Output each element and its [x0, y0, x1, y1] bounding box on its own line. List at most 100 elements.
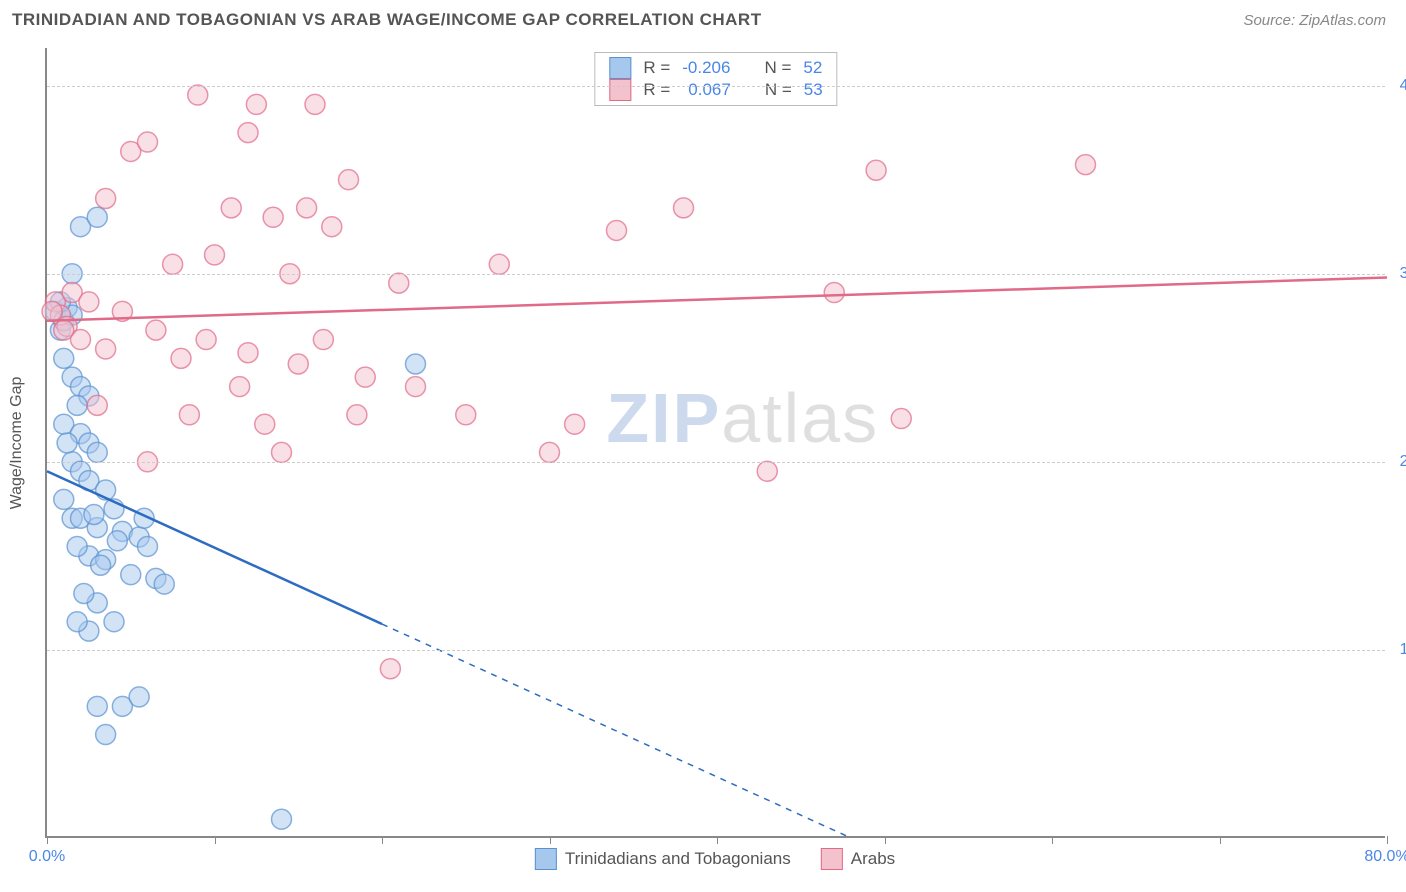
data-point	[74, 583, 94, 603]
data-point	[238, 123, 258, 143]
data-point	[146, 320, 166, 340]
data-point	[104, 612, 124, 632]
legend-row-pink: R = 0.067 N = 53	[609, 79, 822, 101]
r-label: R =	[643, 58, 670, 78]
y-axis-label: Wage/Income Gap	[8, 377, 26, 510]
legend-row-blue: R = -0.206 N = 52	[609, 57, 822, 79]
gridline-h	[47, 462, 1385, 463]
n-label: N =	[765, 80, 792, 100]
data-point	[67, 395, 87, 415]
xtick	[885, 836, 886, 844]
data-point	[221, 198, 241, 218]
series-label-blue: Trinidadians and Tobagonians	[565, 849, 791, 869]
data-point	[87, 395, 107, 415]
xtick	[717, 836, 718, 844]
data-point	[272, 809, 292, 829]
data-point	[866, 160, 886, 180]
data-point	[84, 504, 104, 524]
data-point	[154, 574, 174, 594]
data-point	[456, 405, 476, 425]
data-point	[272, 442, 292, 462]
trend-line-dashed	[382, 624, 851, 838]
data-point	[263, 207, 283, 227]
data-point	[54, 320, 74, 340]
data-point	[205, 245, 225, 265]
data-point	[87, 207, 107, 227]
data-point	[54, 348, 74, 368]
r-value-pink: 0.067	[688, 80, 731, 100]
data-point	[313, 330, 333, 350]
data-point	[79, 292, 99, 312]
data-point	[305, 94, 325, 114]
n-label: N =	[764, 58, 791, 78]
data-point	[96, 339, 116, 359]
data-point	[238, 343, 258, 363]
gridline-h	[47, 86, 1385, 87]
plot-area: ZIPatlas R = -0.206 N = 52 R = 0.067 N =…	[45, 48, 1385, 838]
data-point	[540, 442, 560, 462]
swatch-blue	[609, 57, 631, 79]
data-point	[339, 170, 359, 190]
data-point	[322, 217, 342, 237]
plot-svg	[47, 48, 1385, 836]
data-point	[288, 354, 308, 374]
data-point	[57, 433, 77, 453]
data-point	[67, 536, 87, 556]
xtick-label: 0.0%	[29, 848, 65, 866]
xtick	[382, 836, 383, 844]
data-point	[406, 354, 426, 374]
data-point	[230, 377, 250, 397]
data-point	[757, 461, 777, 481]
ytick-label: 30.0%	[1390, 265, 1406, 283]
data-point	[355, 367, 375, 387]
xtick	[550, 836, 551, 844]
trend-line-solid	[47, 277, 1387, 320]
data-point	[246, 94, 266, 114]
data-point	[607, 220, 627, 240]
xtick	[1387, 836, 1388, 844]
data-point	[91, 555, 111, 575]
xtick	[1220, 836, 1221, 844]
data-point	[96, 188, 116, 208]
xtick	[215, 836, 216, 844]
data-point	[674, 198, 694, 218]
source-label: Source: ZipAtlas.com	[1243, 12, 1386, 29]
r-value-blue: -0.206	[682, 58, 730, 78]
legend-item-pink: Arabs	[821, 848, 895, 870]
swatch-pink	[821, 848, 843, 870]
chart-title: TRINIDADIAN AND TOBAGONIAN VS ARAB WAGE/…	[12, 10, 762, 30]
data-point	[196, 330, 216, 350]
xtick	[1052, 836, 1053, 844]
data-point	[96, 725, 116, 745]
data-point	[389, 273, 409, 293]
ytick-label: 20.0%	[1390, 453, 1406, 471]
gridline-h	[47, 650, 1385, 651]
data-point	[87, 696, 107, 716]
data-point	[121, 565, 141, 585]
data-point	[1076, 155, 1096, 175]
data-point	[129, 687, 149, 707]
data-point	[42, 301, 62, 321]
legend-series: Trinidadians and Tobagonians Arabs	[535, 848, 895, 870]
swatch-blue	[535, 848, 557, 870]
xtick-label: 80.0%	[1364, 848, 1406, 866]
data-point	[54, 489, 74, 509]
data-point	[138, 132, 158, 152]
ytick-label: 40.0%	[1390, 77, 1406, 95]
legend-correlation: R = -0.206 N = 52 R = 0.067 N = 53	[594, 52, 837, 106]
swatch-pink	[609, 79, 631, 101]
data-point	[179, 405, 199, 425]
data-point	[188, 85, 208, 105]
data-point	[87, 442, 107, 462]
gridline-h	[47, 274, 1385, 275]
data-point	[347, 405, 367, 425]
data-point	[107, 531, 127, 551]
data-point	[824, 283, 844, 303]
ytick-label: 10.0%	[1390, 641, 1406, 659]
data-point	[406, 377, 426, 397]
n-value-pink: 53	[804, 80, 823, 100]
data-point	[891, 409, 911, 429]
series-label-pink: Arabs	[851, 849, 895, 869]
data-point	[138, 536, 158, 556]
xtick	[47, 836, 48, 844]
